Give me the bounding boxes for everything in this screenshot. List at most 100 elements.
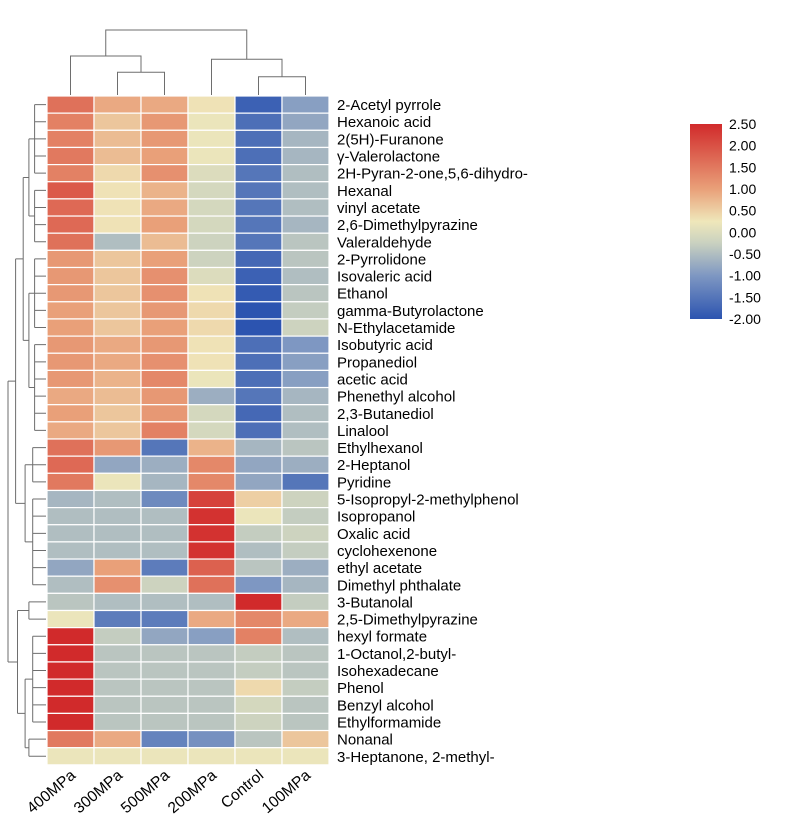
row-label: cyclohexenone xyxy=(337,543,437,560)
heatmap-cell xyxy=(140,301,189,320)
heatmap-cell xyxy=(46,472,95,492)
heatmap-cell xyxy=(187,301,236,320)
heatmap-cell xyxy=(187,266,236,286)
heatmap-cell xyxy=(46,112,95,131)
heatmap-cell xyxy=(46,438,95,457)
heatmap-cell xyxy=(234,438,283,457)
heatmap-cell xyxy=(281,369,330,389)
heatmap-cell xyxy=(281,301,330,320)
heatmap-cell xyxy=(187,386,236,406)
heatmap-cell xyxy=(187,627,236,646)
heatmap-cell xyxy=(140,558,189,577)
dendrogram-link xyxy=(32,498,46,586)
heatmap-cell xyxy=(93,164,142,183)
heatmap-cell xyxy=(140,249,189,269)
dendrogram-link xyxy=(28,292,35,389)
colorbar-tick-label: 2.00 xyxy=(729,138,756,154)
row-label: gamma-Butyrolactone xyxy=(337,303,484,320)
colorbar-tick-label: 0.00 xyxy=(729,224,756,240)
heatmap-cell xyxy=(187,95,236,114)
heatmap-cell xyxy=(281,112,330,131)
heatmap-cell xyxy=(187,695,236,714)
dendrogram-link xyxy=(28,138,35,217)
column-label: 300MPa xyxy=(71,767,126,817)
heatmap-cell xyxy=(187,489,236,509)
heatmap-cell xyxy=(140,112,189,131)
heatmap-cell xyxy=(140,695,189,714)
column-label: 200MPa xyxy=(165,767,220,817)
heatmap-cell xyxy=(187,404,236,423)
heatmap-cell xyxy=(140,95,189,114)
row-label: Isobutyric acid xyxy=(337,337,433,354)
heatmap-cell xyxy=(234,386,283,406)
heatmap-cell xyxy=(140,198,189,217)
heatmap-cell xyxy=(46,335,95,354)
heatmap-cell xyxy=(93,95,142,114)
heatmap-cell xyxy=(187,729,236,749)
dendrogram-link xyxy=(24,464,33,543)
heatmap-cell xyxy=(281,318,330,337)
row-label: 2,6-Dimethylpyrazine xyxy=(337,217,478,234)
heatmap-cell xyxy=(281,678,330,697)
heatmap-cell xyxy=(234,369,283,389)
heatmap-cell xyxy=(93,729,142,749)
row-label: 2-Acetyl pyrrole xyxy=(337,97,441,114)
heatmap-cell xyxy=(140,266,189,286)
heatmap-cell xyxy=(234,644,283,663)
heatmap-cell xyxy=(93,644,142,663)
dendrogram-link xyxy=(34,104,46,174)
heatmap-cell xyxy=(234,609,283,629)
heatmap-cell xyxy=(234,661,283,680)
heatmap-cell xyxy=(234,129,283,149)
dendrogram-link xyxy=(32,447,46,483)
colorbar-tick-label: -2.00 xyxy=(729,311,761,327)
dendrogram-link xyxy=(34,344,46,431)
heatmap-cell xyxy=(93,575,142,594)
dendrogram-link xyxy=(34,189,46,243)
heatmap-cell xyxy=(140,318,189,337)
heatmap-cell xyxy=(140,575,189,594)
heatmap-cell xyxy=(281,421,330,440)
heatmap-cell xyxy=(46,232,95,251)
heatmap-cell xyxy=(140,146,189,166)
heatmap-cell xyxy=(281,455,330,474)
heatmap-cell xyxy=(187,146,236,166)
row-label: 1-Octanol,2-butyl- xyxy=(337,646,456,663)
row-label: Isovaleric acid xyxy=(337,269,432,286)
heatmap-cell xyxy=(46,644,95,663)
heatmap-cell xyxy=(281,729,330,749)
heatmap-cell xyxy=(234,558,283,577)
row-label: 2(5H)-Furanone xyxy=(337,131,444,148)
dendrogram-link xyxy=(22,176,29,341)
heatmap-cell xyxy=(234,627,283,646)
heatmap-cell xyxy=(140,729,189,749)
heatmap-cell xyxy=(281,524,330,543)
heatmap-cell xyxy=(281,164,330,183)
row-dendrogram xyxy=(7,104,46,757)
heatmap-cell xyxy=(187,421,236,440)
row-label: Linalool xyxy=(337,423,389,440)
row-label: Nonanal xyxy=(337,732,393,749)
colorbar-tick-label: 1.00 xyxy=(729,181,756,197)
heatmap-cell xyxy=(234,747,283,766)
heatmap-cell xyxy=(140,386,189,406)
heatmap-cell xyxy=(140,472,189,492)
heatmap-cell xyxy=(46,215,95,234)
heatmap-cell xyxy=(187,747,236,766)
heatmap-cell xyxy=(281,95,330,114)
heatmap-cell xyxy=(281,335,330,354)
heatmap-cell xyxy=(93,678,142,697)
heatmap-cell xyxy=(46,181,95,200)
column-dendrogram xyxy=(70,29,306,95)
heatmap-cell xyxy=(187,284,236,303)
heatmap-cell xyxy=(93,747,142,766)
heatmap-cell xyxy=(234,232,283,251)
row-label: Hexanal xyxy=(337,183,392,200)
heatmap-cell xyxy=(93,181,142,200)
heatmap-cell xyxy=(93,712,142,732)
heatmap-cell xyxy=(187,541,236,560)
heatmap-cell xyxy=(140,215,189,234)
heatmap-cell xyxy=(234,524,283,543)
heatmap-cell xyxy=(234,335,283,354)
